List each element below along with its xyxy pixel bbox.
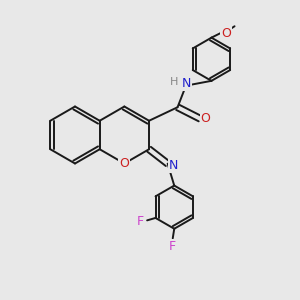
Text: H: H: [170, 77, 179, 87]
Text: N: N: [181, 77, 190, 90]
Text: O: O: [119, 157, 129, 170]
Text: O: O: [221, 27, 231, 40]
Text: O: O: [200, 112, 210, 125]
Text: N: N: [169, 159, 178, 172]
Text: F: F: [169, 240, 176, 253]
Text: F: F: [136, 215, 143, 228]
